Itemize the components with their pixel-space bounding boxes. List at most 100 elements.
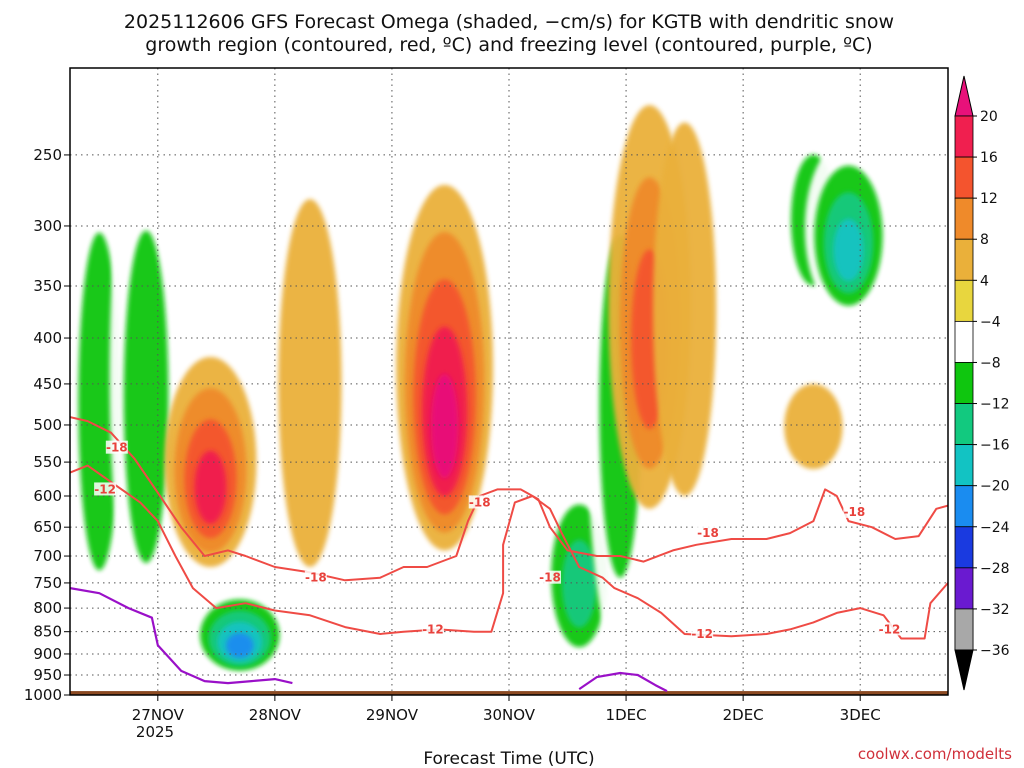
- x-tick-label-2DEC: 2DEC: [723, 706, 764, 724]
- terrain: [70, 691, 948, 695]
- contour-label-bg-7: [691, 626, 714, 640]
- x-year-label: 2025: [136, 723, 174, 741]
- colorbar-label-0: 20: [980, 109, 998, 125]
- y-tick-label-950: 950: [33, 666, 62, 684]
- contour-minus18: [70, 416, 948, 582]
- omega-cell-3-4: [225, 633, 254, 658]
- contour-label-bg-3: [468, 495, 491, 509]
- y-tick-label-350: 350: [33, 277, 62, 295]
- colorbar-label-5: −4: [980, 314, 1001, 330]
- colorbar-bin-0: [954, 115, 974, 158]
- contour-label-bg-9: [878, 622, 901, 636]
- y-tick-label-450: 450: [33, 375, 62, 393]
- colorbar-bin-7: [954, 403, 974, 446]
- omega-cell-13-0: [784, 383, 843, 470]
- colorbar-bin-11: [954, 567, 974, 610]
- contour-label-8: -18: [844, 505, 866, 519]
- omega-cell-2-3: [194, 450, 227, 524]
- y-tick-label-750: 750: [33, 574, 62, 592]
- colorbar-label-4: 4: [980, 273, 989, 289]
- colorbar-bin-2: [954, 197, 974, 240]
- credit-text: coolwx.com/modelts: [858, 745, 1012, 763]
- y-tick-label-1000: 1000: [24, 686, 62, 704]
- contour-label-5: -18: [539, 571, 561, 585]
- y-tick-label-800: 800: [33, 599, 62, 617]
- y-tick-label-600: 600: [33, 487, 62, 505]
- colorbar-bin-6: [954, 362, 974, 404]
- omega-cell-10-0: [653, 122, 717, 496]
- colorbar-label-10: −24: [980, 520, 1010, 536]
- contour-label-7: -12: [691, 627, 713, 641]
- contour-minus12: [70, 464, 948, 640]
- y-tick-label-850: 850: [33, 623, 62, 641]
- contour-label-2: -18: [305, 571, 327, 585]
- y-tick-label-900: 900: [33, 645, 62, 663]
- y-tick-label-550: 550: [33, 453, 62, 471]
- colorbar-bin-3: [954, 238, 974, 281]
- contour-label-bg-1: [94, 482, 117, 496]
- omega-shading: [70, 105, 893, 680]
- y-axis-ticks: 250 300 350 400 450 500 550 600 650 700 750 800 850 9…: [24, 146, 70, 704]
- dgz-contours: [70, 416, 948, 693]
- omega-cell-6-4: [430, 373, 459, 479]
- x-tick-label-29NOV: 29NOV: [366, 706, 419, 724]
- contour-label-bg-4: [421, 622, 444, 636]
- colorbar-label-7: −12: [980, 397, 1010, 413]
- x-tick-label-30NOV: 30NOV: [483, 706, 536, 724]
- colorbar-label-11: −28: [980, 561, 1010, 577]
- freezing-level-contour-2: [578, 671, 668, 693]
- y-tick-label-500: 500: [33, 416, 62, 434]
- contour-label-9: -12: [879, 622, 901, 636]
- chart-title-line2: growth region (contoured, red, ºC) and f…: [145, 34, 872, 56]
- colorbar-bin-1: [954, 156, 974, 199]
- y-tick-label-250: 250: [33, 146, 62, 164]
- colorbar-label-6: −8: [980, 355, 1001, 371]
- colorbar-top-arrow: [954, 75, 974, 117]
- contour-label-bg-0: [105, 440, 128, 454]
- y-tick-label-650: 650: [33, 518, 62, 536]
- y-tick-label-400: 400: [33, 329, 62, 347]
- contour-label-3: -18: [469, 495, 491, 509]
- x-tick-label-27NOV: 27NOV: [132, 706, 185, 724]
- colorbar-label-8: −16: [980, 438, 1010, 454]
- omega-cell-1-1: [123, 230, 169, 563]
- colorbar-bin-gray: [954, 608, 974, 651]
- colorbar-label-12: −32: [980, 602, 1010, 618]
- terrain-fill: [70, 691, 948, 695]
- omega-cell-4-0: [278, 199, 342, 568]
- contour-label-bg-2: [304, 570, 327, 584]
- colorbar-bin-4: [954, 279, 974, 322]
- contour-label-0: -18: [106, 441, 128, 455]
- colorbar-label-9: −20: [980, 479, 1010, 495]
- x-axis-ticks: 27NOV 28NOV 29NOV 30NOV 1DEC 2DEC 3DEC: [132, 695, 881, 724]
- colorbar-bin-10: [954, 526, 974, 569]
- x-axis-label: Forecast Time (UTC): [423, 749, 594, 768]
- x-tick-label-28NOV: 28NOV: [249, 706, 302, 724]
- omega-cell-12-3: [833, 218, 864, 282]
- colorbar: 20 16 12 8 4 −4 −8 −12 −16 −20 −24 −28 −32 −36: [954, 75, 1010, 691]
- x-tick-label-3DEC: 3DEC: [840, 706, 881, 724]
- colorbar-label-1: 16: [980, 150, 998, 166]
- contour-label-1: -12: [94, 482, 116, 496]
- omega-cell-7-2: [561, 539, 597, 628]
- colorbar-bin-5: [954, 320, 974, 363]
- contour-labels: -18 -12 -18 -18 -12 -18 -18 -12 -18 -12: [94, 440, 901, 641]
- x-tick-label-1DEC: 1DEC: [606, 706, 647, 724]
- y-tick-label-700: 700: [33, 547, 62, 565]
- colorbar-label-2: 12: [980, 191, 998, 207]
- y-tick-label-300: 300: [33, 217, 62, 235]
- freezing-level-contour: [70, 587, 293, 685]
- chart-title-line1: 2025112606 GFS Forecast Omega (shaded, −…: [124, 11, 894, 33]
- colorbar-bin-9: [954, 485, 974, 528]
- omega-cell-5-0: [372, 593, 436, 680]
- colorbar-label-13: −36: [980, 643, 1010, 659]
- contour-label-6: -18: [697, 526, 719, 540]
- contour-label-4: -12: [422, 622, 444, 636]
- colorbar-bin-8: [954, 444, 974, 487]
- contour-label-bg-8: [843, 504, 866, 518]
- colorbar-bottom-arrow: [954, 649, 974, 691]
- contour-label-bg-6: [697, 526, 720, 540]
- contour-label-bg-5: [538, 570, 561, 584]
- colorbar-label-3: 8: [980, 232, 989, 248]
